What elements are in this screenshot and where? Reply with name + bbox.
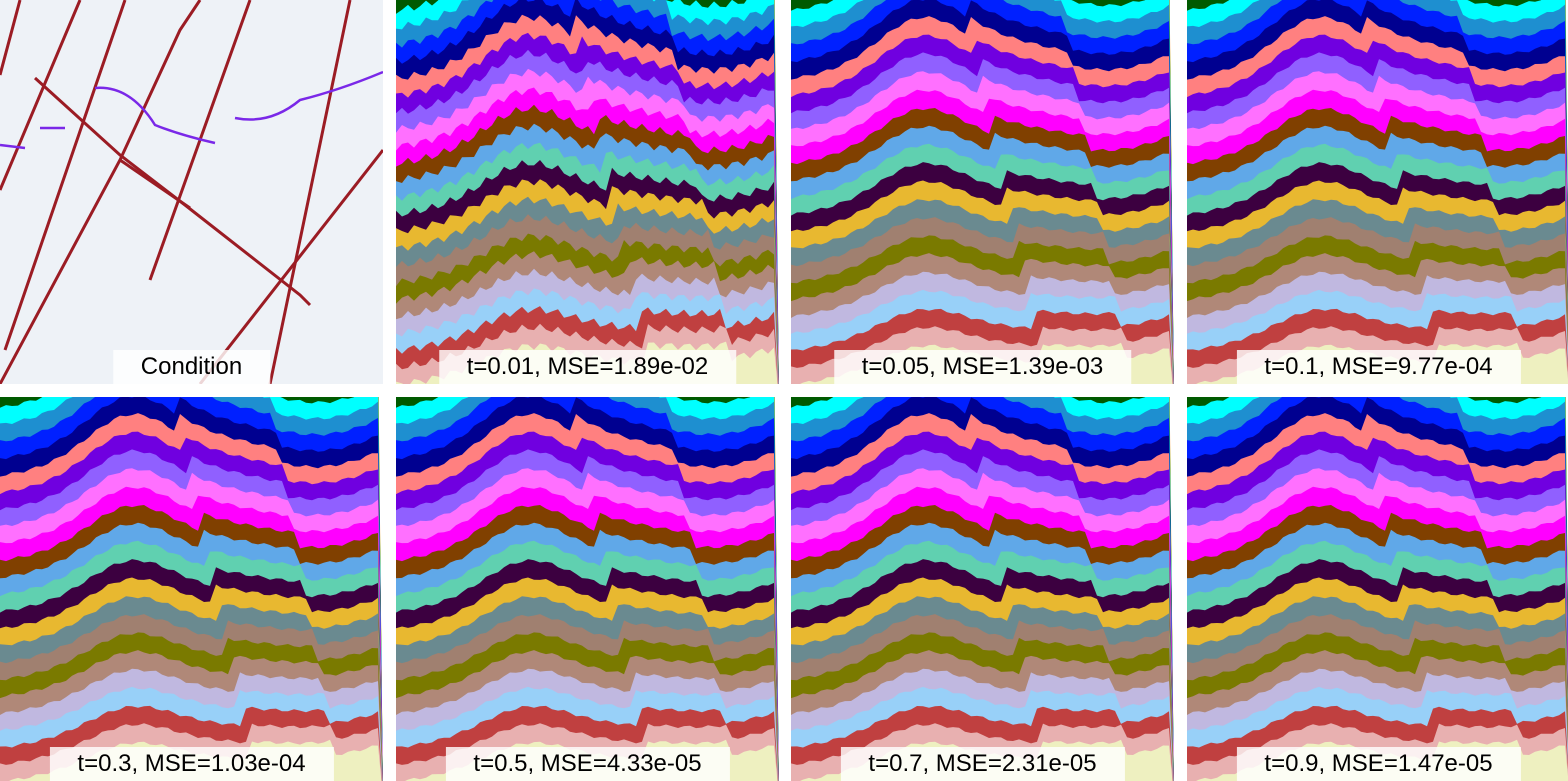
panel-image bbox=[0, 397, 383, 781]
caption: t=0.01, MSE=1.89e-02 bbox=[438, 350, 737, 384]
caption: t=0.7, MSE=2.31e-05 bbox=[840, 747, 1125, 781]
caption: t=0.9, MSE=1.47e-05 bbox=[1236, 747, 1521, 781]
panel-image bbox=[1187, 0, 1568, 384]
horizon-line bbox=[234, 70, 383, 121]
panel: t=0.7, MSE=2.31e-05 bbox=[791, 397, 1174, 781]
caption: t=0.5, MSE=4.33e-05 bbox=[445, 747, 730, 781]
panel-image bbox=[396, 0, 779, 384]
panel-image bbox=[0, 0, 383, 384]
fault-line bbox=[119, 158, 191, 210]
fault-line bbox=[0, 0, 22, 76]
panel: t=0.9, MSE=1.47e-05 bbox=[1187, 397, 1568, 781]
panel: t=0.05, MSE=1.39e-03 bbox=[791, 0, 1174, 384]
fault-line bbox=[268, 0, 352, 384]
panel-image bbox=[1187, 397, 1568, 781]
caption: t=0.3, MSE=1.03e-04 bbox=[49, 747, 334, 781]
fault-line bbox=[0, 0, 202, 384]
panel: Condition bbox=[0, 0, 383, 384]
panel-image bbox=[791, 397, 1174, 781]
panel: t=0.3, MSE=1.03e-04 bbox=[0, 397, 383, 781]
horizon-line bbox=[94, 86, 216, 145]
fault-line bbox=[0, 0, 82, 191]
fault-line bbox=[3, 0, 127, 351]
panel-image bbox=[396, 397, 779, 781]
panel: t=0.5, MSE=4.33e-05 bbox=[396, 397, 779, 781]
panel-image bbox=[791, 0, 1174, 384]
caption: Condition bbox=[112, 350, 271, 384]
horizon-line bbox=[0, 143, 26, 150]
panel: t=0.01, MSE=1.89e-02 bbox=[396, 0, 779, 384]
caption: t=0.05, MSE=1.39e-03 bbox=[833, 350, 1132, 384]
background bbox=[0, 0, 383, 384]
fault-line bbox=[198, 149, 383, 384]
panel: t=0.1, MSE=9.77e-04 bbox=[1187, 0, 1568, 384]
caption: t=0.1, MSE=9.77e-04 bbox=[1236, 350, 1521, 384]
